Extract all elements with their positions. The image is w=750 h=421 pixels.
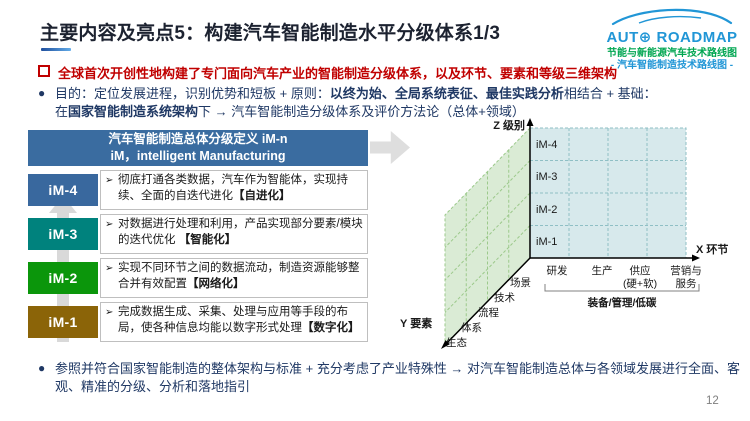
arrow-marker-icon: ➢ bbox=[105, 219, 114, 230]
summary-text: 参照并符合国家智能制造的整体架构与标准 + 充分考虑了产业特殊性 → 对汽车智能… bbox=[55, 361, 741, 395]
y-axis-arrowhead bbox=[441, 340, 450, 349]
y-tick-eco: 生态 bbox=[446, 336, 467, 349]
y-axis-title: Y 要素 bbox=[400, 316, 432, 330]
arrow-marker-icon: ➢ bbox=[105, 175, 114, 186]
grading-table-header: 汽车智能制造总体分级定义 iM-n iM，intelligent Manufac… bbox=[28, 130, 368, 166]
purpose-text-6: 下 → 汽车智能制造分级体系及评价方法论（总体+领域） bbox=[198, 104, 525, 120]
table-row: iM-2 ➢ 实现不同环节之间的数据流动，制造资源能够整合并有效配置【网络化】 bbox=[28, 258, 368, 298]
purpose-bullet: ● 目的：定位发展进程，识别优势和短板 + 原则：以终为始、全局系统表征、最佳实… bbox=[38, 85, 749, 122]
brand-logo: AUT⊕ ROADMAP 节能与新能源汽车技术路线图 - 汽车智能制造技术路线图… bbox=[597, 8, 747, 73]
table-row: iM-1 ➢ 完成数据生成、采集、处理与应用等手段的布局，使各种信息均能以数字形… bbox=[28, 302, 368, 342]
purpose-text-5: 国家智能制造系统架构 bbox=[68, 104, 199, 120]
xz-plane-grid bbox=[530, 128, 686, 258]
level-desc-text: 彻底打通各类数据，汽车作为智能体，实现持续、全面的自迭代进化 bbox=[118, 174, 348, 202]
brand-wordmark: AUT⊕ ROADMAP bbox=[606, 29, 738, 46]
table-row: iM-4 ➢ 彻底打通各类数据，汽车作为智能体，实现持续、全面的自迭代进化【自进… bbox=[28, 170, 368, 210]
level-desc-im2: ➢ 实现不同环节之间的数据流动，制造资源能够整合并有效配置【网络化】 bbox=[100, 258, 368, 298]
level-desc-tag: 【数字化】 bbox=[302, 321, 360, 334]
headline-text: 全球首次开创性地构建了专门面向汽车产业的智能制造分级体系，以及环节、要素和等级三… bbox=[58, 66, 618, 81]
page-title: 主要内容及亮点5：构建汽车智能制造水平分级体系1/3 bbox=[40, 23, 501, 44]
arrow-marker-icon: ➢ bbox=[105, 307, 114, 318]
logo-subtitle-green: 节能与新能源汽车技术路线图 bbox=[607, 47, 737, 59]
table-row: iM-3 ➢ 对数据进行处理和利用，产品实现部分要素/模块的迭代优化 【智能化】 bbox=[28, 214, 368, 254]
x-tick-rd: 研发 bbox=[547, 264, 568, 277]
z-tick-im1: iM-1 bbox=[536, 236, 557, 248]
x-axis-arrowhead bbox=[692, 254, 700, 262]
z-tick-im4: iM-4 bbox=[536, 139, 557, 151]
z-tick-im3: iM-3 bbox=[536, 171, 557, 183]
level-desc-im1: ➢ 完成数据生成、采集、处理与应用等手段的布局，使各种信息均能以数字形式处理【数… bbox=[100, 302, 368, 342]
x-bracket bbox=[544, 284, 700, 292]
x-tick-marketing: 营销与 bbox=[670, 264, 702, 277]
level-desc-text: 完成数据生成、采集、处理与应用等手段的布局，使各种信息均能以数字形式处理 bbox=[118, 306, 348, 334]
z-axis-title: Z 级别 bbox=[493, 118, 525, 132]
x-tick-supply: 供应 bbox=[630, 264, 651, 277]
level-badge-im3: iM-3 bbox=[28, 218, 98, 250]
y-tick-process: 流程 bbox=[478, 306, 499, 319]
grading-table: 汽车智能制造总体分级定义 iM-n iM，intelligent Manufac… bbox=[28, 130, 368, 342]
car-silhouette-icon bbox=[611, 8, 733, 26]
level-badge-im2: iM-2 bbox=[28, 262, 98, 294]
arrow-marker-icon: ➢ bbox=[105, 263, 114, 274]
level-desc-tag: 【智能化】 bbox=[178, 233, 237, 246]
level-desc-tag: 【网络化】 bbox=[187, 277, 245, 290]
y-tick-system: 体系 bbox=[461, 322, 482, 334]
summary-bullet: ● 参照并符合国家智能制造的整体架构与标准 + 充分考虑了产业特殊性 → 对汽车… bbox=[38, 360, 749, 397]
x-tick-marketing-sub: 服务 bbox=[676, 277, 697, 290]
y-tick-scene: 场景 bbox=[510, 276, 531, 289]
yz-plane-grid bbox=[444, 149, 531, 324]
title-underline bbox=[41, 48, 71, 51]
purpose-text-3: 相结合 + 基础： bbox=[563, 86, 657, 101]
grading-cube-diagram: Z 级别 X 环节 Y 要素 iM-4 iM-3 iM-2 iM-1 研发 生产… bbox=[400, 118, 728, 349]
x-tick-supply-sub: (硬+软) bbox=[623, 277, 657, 290]
level-desc-im4: ➢ 彻底打通各类数据，汽车作为智能体，实现持续、全面的自迭代进化【自进化】 bbox=[100, 170, 368, 210]
purpose-text-2: 以终为始、全局系统表征、最佳实践分析 bbox=[329, 86, 564, 101]
level-desc-text: 实现不同环节之间的数据流动，制造资源能够整合并有效配置 bbox=[118, 262, 360, 290]
table-header-line1: 汽车智能制造总体分级定义 iM-n bbox=[108, 132, 288, 147]
dot-bullet-icon: ● bbox=[38, 361, 46, 375]
axes-lines bbox=[443, 125, 693, 347]
level-desc-im3: ➢ 对数据进行处理和利用，产品实现部分要素/模块的迭代优化 【智能化】 bbox=[100, 214, 368, 254]
x-bracket-label: 装备/管理/低碳 bbox=[587, 296, 657, 309]
level-badge-im4: iM-4 bbox=[28, 174, 98, 206]
level-desc-tag: 【自进化】 bbox=[233, 189, 291, 202]
y-tick-tech: 技术 bbox=[494, 291, 515, 304]
logo-subtitle-blue: - 汽车智能制造技术路线图 - bbox=[610, 60, 734, 72]
square-bullet-icon bbox=[38, 65, 50, 77]
x-tick-production: 生产 bbox=[592, 264, 613, 277]
level-badge-im1: iM-1 bbox=[28, 306, 98, 338]
table-header-line2: iM，intelligent Manufacturing bbox=[110, 149, 286, 163]
dot-bullet-icon: ● bbox=[38, 86, 46, 100]
purpose-text-4: 在 bbox=[55, 104, 69, 120]
z-axis-arrowhead bbox=[526, 118, 534, 126]
level-desc-text: 对数据进行处理和利用，产品实现部分要素/模块的迭代优化 bbox=[118, 218, 363, 246]
page-number: 12 bbox=[706, 395, 719, 407]
purpose-text-1: 目的：定位发展进程，识别优势和短板 + 原则： bbox=[55, 86, 330, 101]
x-axis-title: X 环节 bbox=[696, 242, 728, 256]
z-tick-im2: iM-2 bbox=[536, 204, 557, 216]
headline-bullet: 全球首次开创性地构建了专门面向汽车产业的智能制造分级体系，以及环节、要素和等级三… bbox=[38, 63, 740, 82]
